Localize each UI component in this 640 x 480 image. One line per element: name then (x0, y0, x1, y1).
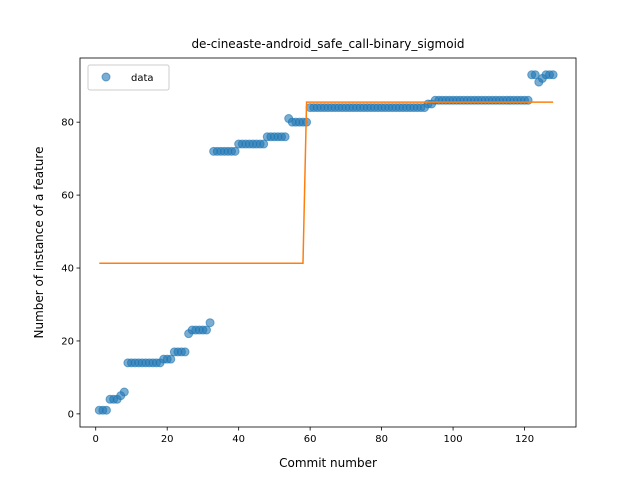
x-axis: 0 20 40 60 80 100 120 (93, 427, 534, 445)
x-tick-label: 20 (161, 434, 174, 445)
y-tick-label: 60 (61, 191, 74, 202)
chart-title: de-cineaste-android_safe_call-binary_sig… (191, 37, 464, 51)
data-point (205, 318, 215, 328)
data-point (180, 347, 190, 357)
legend-box (87, 64, 170, 91)
x-tick-label: 80 (375, 434, 388, 445)
data-point (523, 95, 533, 105)
plot-area (79, 57, 577, 428)
x-tick-label: 0 (93, 434, 99, 445)
axes-frame (79, 57, 577, 428)
legend-label-data: data (131, 73, 154, 84)
data-point (530, 70, 540, 80)
legend: data (87, 64, 170, 91)
x-tick-label: 40 (232, 434, 245, 445)
x-tick-label: 100 (444, 434, 463, 445)
data-point (101, 405, 111, 415)
x-axis-label: Commit number (279, 456, 377, 470)
data-point (280, 132, 290, 142)
legend-marker-data (101, 72, 111, 82)
data-point (230, 146, 240, 156)
x-tick-label: 120 (515, 434, 534, 445)
data-point (166, 354, 176, 364)
data-point (119, 387, 129, 397)
y-tick-label: 80 (61, 118, 74, 129)
y-tick-label: 20 (61, 336, 74, 347)
data-point (548, 70, 558, 80)
fit-line (99, 101, 554, 265)
y-tick-label: 0 (68, 409, 74, 420)
y-axis-label: Number of instance of a feature (32, 147, 46, 339)
y-axis: 0 20 40 60 80 (61, 118, 80, 420)
x-tick-label: 60 (304, 434, 317, 445)
data-point (202, 325, 212, 335)
data-point (259, 139, 269, 149)
y-tick-label: 40 (61, 264, 74, 275)
